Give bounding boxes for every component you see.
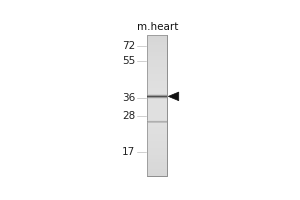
Bar — [147, 81, 167, 84]
Bar — [147, 130, 167, 134]
Bar — [147, 109, 167, 113]
Bar — [147, 91, 167, 95]
Bar — [147, 70, 167, 74]
Text: 28: 28 — [122, 111, 135, 121]
Bar — [147, 148, 167, 152]
Bar — [147, 116, 167, 120]
Bar — [147, 155, 167, 159]
Text: 36: 36 — [122, 93, 135, 103]
Bar — [147, 98, 167, 99]
Bar — [147, 45, 167, 49]
Bar — [147, 42, 167, 45]
Bar — [147, 152, 167, 155]
Bar — [147, 49, 167, 52]
Bar — [147, 162, 167, 166]
Text: m.heart: m.heart — [136, 22, 178, 32]
Bar — [147, 35, 167, 176]
Bar — [147, 127, 167, 130]
Bar — [147, 106, 167, 109]
Bar — [147, 35, 167, 38]
Bar — [147, 166, 167, 169]
Bar — [147, 96, 167, 97]
Bar — [147, 169, 167, 173]
Bar — [147, 52, 167, 56]
Bar — [147, 145, 167, 148]
Bar — [147, 88, 167, 91]
Bar — [147, 74, 167, 77]
Bar — [147, 84, 167, 88]
Bar — [147, 35, 167, 176]
Bar — [147, 123, 167, 127]
Bar — [147, 97, 167, 98]
Bar — [147, 173, 167, 176]
Bar — [147, 113, 167, 116]
Text: 55: 55 — [122, 56, 135, 66]
Bar — [147, 159, 167, 162]
Polygon shape — [168, 92, 179, 101]
Bar — [147, 60, 167, 63]
Bar — [147, 94, 167, 95]
Bar — [147, 141, 167, 145]
Bar — [147, 67, 167, 70]
Bar — [147, 99, 167, 102]
Text: 72: 72 — [122, 41, 135, 51]
Bar — [147, 77, 167, 81]
Bar — [147, 134, 167, 137]
Text: 17: 17 — [122, 147, 135, 157]
Bar — [147, 137, 167, 141]
Bar — [147, 38, 167, 42]
Bar — [147, 63, 167, 67]
Bar — [147, 56, 167, 60]
Bar — [147, 95, 167, 99]
Bar — [147, 102, 167, 106]
Bar — [147, 95, 167, 96]
Bar — [147, 120, 167, 123]
